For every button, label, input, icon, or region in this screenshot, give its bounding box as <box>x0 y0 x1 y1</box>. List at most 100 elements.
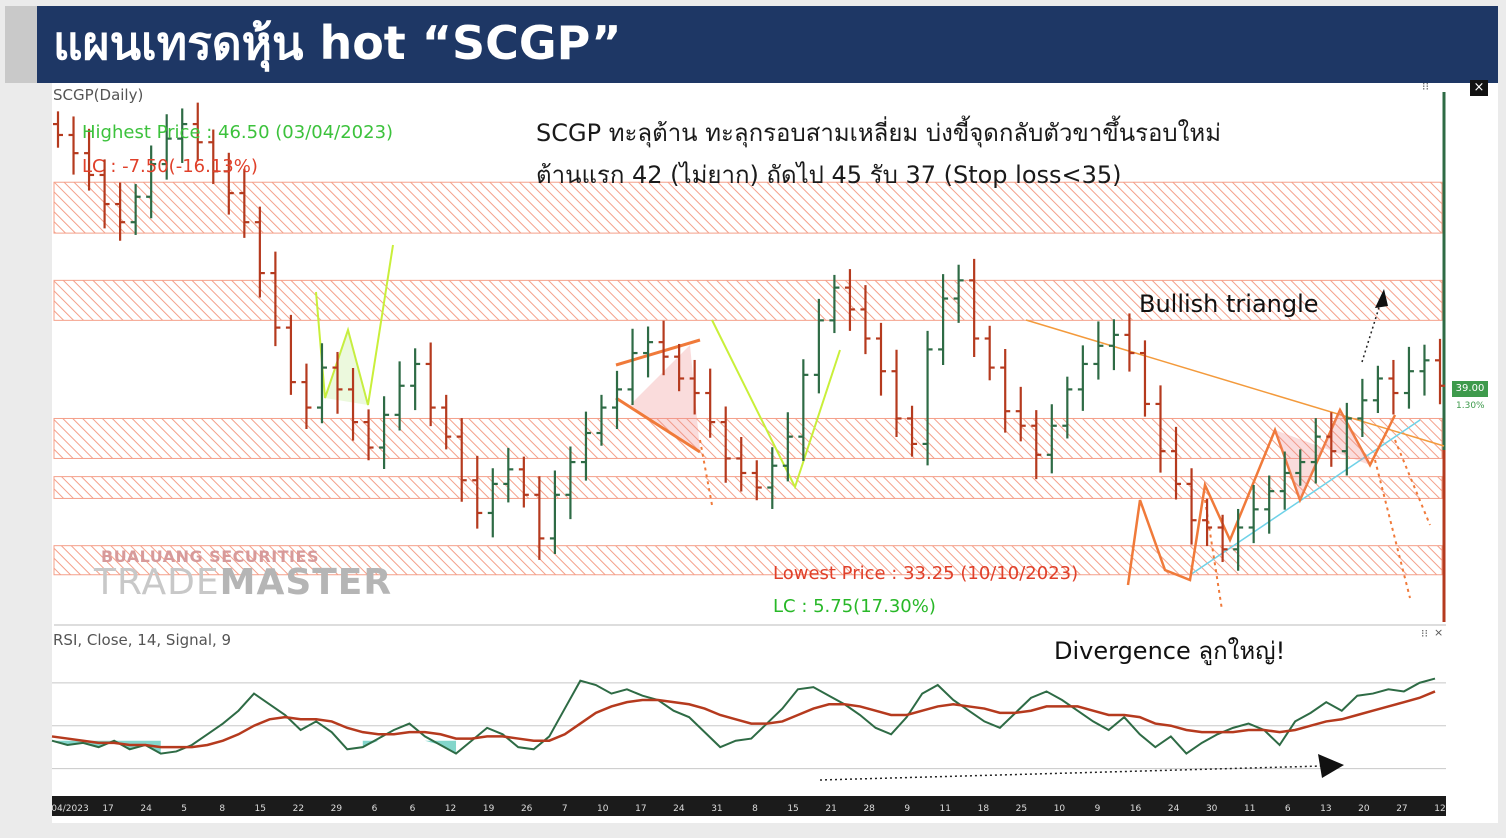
rsi-panel-label: RSI, Close, 14, Signal, 9 <box>53 631 232 649</box>
ohlc-bar <box>969 258 980 358</box>
ohlc-bar <box>1372 365 1383 414</box>
triangle-upper-trendline <box>1025 319 1445 447</box>
ohlc-bar <box>829 274 840 334</box>
ohlc-bar <box>161 114 172 180</box>
banner-side-tab <box>5 6 37 83</box>
ohlc-bar <box>1435 338 1445 405</box>
ohlc-bar <box>1093 321 1104 380</box>
x-axis-bar <box>52 796 1446 816</box>
lc-bottom-label: LC : 5.75(17.30%) <box>773 596 936 617</box>
ohlc-bar <box>518 456 529 508</box>
x-tick-label: 27 <box>1396 804 1407 814</box>
x-tick-label: 21 <box>825 804 836 814</box>
ohlc-bar <box>736 437 747 492</box>
ohlc-bar <box>146 145 157 219</box>
rsi-oversold-fill-2 <box>362 740 457 754</box>
ohlc-bar <box>565 446 576 520</box>
ohlc-bar <box>1139 340 1150 417</box>
price-panel-label: SCGP(Daily) <box>53 86 144 104</box>
ohlc-bar <box>301 363 312 430</box>
sr-zone-2 <box>53 417 1443 459</box>
rsi-close-icon[interactable]: × <box>1434 626 1444 639</box>
ohlc-bar <box>782 412 793 482</box>
pattern-fill-1 <box>325 330 368 405</box>
ohlc-bar <box>410 348 421 411</box>
ohlc-bar <box>115 182 126 241</box>
logo-company-text: BUALUANG SECURITIES <box>101 547 319 566</box>
ohlc-bar <box>223 152 234 215</box>
close-icon[interactable]: × <box>1470 80 1488 96</box>
ohlc-bar <box>1233 508 1244 571</box>
ohlc-bar <box>130 184 141 235</box>
x-tick-label: 24 <box>140 804 152 814</box>
annotation-line-2: ต้านแรก 42 (ไม่ยาก) ถัดไป 45 รับ 37 (Sto… <box>536 161 1122 189</box>
ohlc-bar <box>1202 498 1213 547</box>
ohlc-bar <box>658 320 669 376</box>
ohlc-bar <box>254 206 265 298</box>
ohlc-bar <box>379 396 390 469</box>
x-tick-label: 18 <box>978 804 990 814</box>
ohlc-bar <box>316 343 327 424</box>
rsi-signal-line <box>51 690 1436 749</box>
ohlc-bar <box>1155 385 1166 473</box>
x-tick-label: 26 <box>521 804 533 814</box>
x-tick-label: 29 <box>331 804 343 814</box>
ohlc-bar <box>99 159 110 229</box>
x-tick-label: 19 <box>483 804 495 814</box>
x-tick-label: 22 <box>293 804 304 814</box>
target-projection-2 <box>1394 439 1431 526</box>
ohlc-bar <box>1357 378 1368 438</box>
rsi-drag-handle-icon[interactable]: ⁝⁝ <box>1421 627 1428 640</box>
sr-zone-1 <box>53 279 1443 321</box>
x-tick-label: 24 <box>1168 804 1180 814</box>
x-tick-label: 31 <box>711 804 722 814</box>
ohlc-bar <box>394 361 405 431</box>
ohlc-bar <box>534 476 545 560</box>
bullish-arrow-line <box>1361 297 1383 363</box>
ohlc-bar <box>1326 412 1337 467</box>
ohlc-bar <box>1077 345 1088 411</box>
x-tick-label: 20 <box>1358 804 1370 814</box>
ohlc-bar <box>1217 514 1228 563</box>
x-tick-label: 16 <box>1130 804 1142 814</box>
ohlc-bar <box>1000 349 1011 433</box>
ohlc-bar <box>612 370 623 430</box>
ohlc-bar <box>285 314 296 395</box>
ohlc-bar <box>1248 484 1259 544</box>
ohlc-bar <box>875 322 886 396</box>
x-tick-label: 17 <box>102 804 113 814</box>
x-tick-label: 5 <box>181 804 187 814</box>
x-tick-label: 10 <box>1054 804 1066 814</box>
ohlc-bar <box>627 328 638 406</box>
ohlc-bar <box>860 285 871 355</box>
ohlc-bar <box>643 326 654 378</box>
triangle-zigzag <box>1126 407 1397 586</box>
ohlc-bar <box>720 406 731 483</box>
ohlc-bar <box>1124 313 1135 372</box>
ohlc-bar <box>503 447 514 503</box>
ohlc-bar <box>938 274 949 366</box>
ohlc-bar <box>1279 451 1290 510</box>
x-tick-label: 9 <box>1095 804 1101 814</box>
target-projection-3 <box>1374 459 1411 599</box>
broadening-fill <box>630 345 700 450</box>
drag-handle-icon[interactable]: ⁝⁝ <box>1422 80 1429 93</box>
lc-top-label: LC : -7.50(-16.13%) <box>82 156 258 177</box>
ohlc-bar <box>1046 404 1057 474</box>
ohlc-bar <box>332 351 343 414</box>
ohlc-bar <box>192 102 203 161</box>
x-tick-label: 15 <box>255 804 266 814</box>
ohlc-bar <box>1031 410 1042 480</box>
x-tick-label: 6 <box>410 804 416 814</box>
ohlc-bar <box>891 349 902 438</box>
lowest-price-label: Lowest Price : 33.25 (10/10/2023) <box>773 563 1079 584</box>
x-tick-label: 9 <box>904 804 910 814</box>
x-tick-label: 30 <box>1206 804 1218 814</box>
logo-master: MASTER <box>219 562 393 603</box>
ohlc-bar <box>751 460 762 501</box>
divergence-label: Divergence ลูกใหญ่! <box>1054 637 1286 665</box>
ohlc-bar <box>487 468 498 538</box>
ohlc-bar <box>1310 418 1321 484</box>
